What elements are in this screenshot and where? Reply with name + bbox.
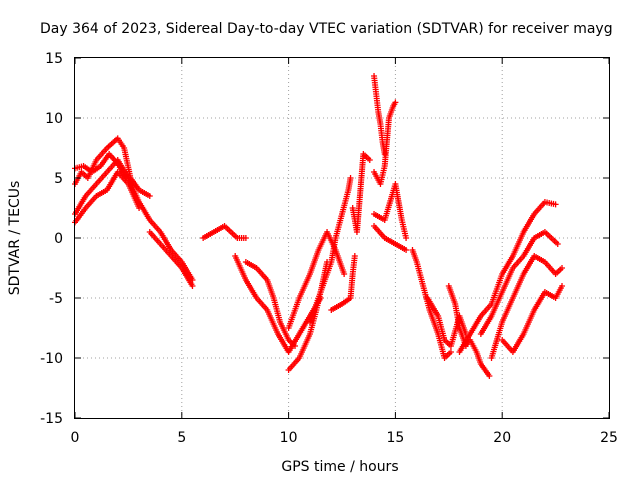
series-arc-3 — [72, 151, 130, 181]
data-point — [381, 151, 388, 157]
series-arc-23 — [488, 253, 566, 361]
y-tick-label: 0 — [54, 231, 63, 247]
data-point — [347, 175, 354, 181]
x-tick-label: 25 — [600, 430, 618, 446]
data-point — [242, 235, 249, 241]
series-arc-6 — [200, 223, 249, 241]
plot-frame — [74, 57, 610, 419]
series-arc-17 — [371, 223, 410, 253]
series-arc-7 — [232, 253, 324, 355]
x-axis-label: GPS time / hours — [281, 459, 398, 475]
series-arc-22 — [477, 229, 561, 337]
chart-title: Day 364 of 2023, Sidereal Day-to-day VTE… — [40, 21, 613, 37]
data-point — [392, 99, 399, 106]
series-arc-19 — [424, 295, 469, 349]
data-point — [447, 349, 454, 355]
y-tick-label: -15 — [40, 411, 63, 427]
y-tick-label: 5 — [54, 171, 63, 187]
data-point — [403, 247, 410, 253]
series-arc-2 — [72, 135, 153, 199]
series-arc-24 — [499, 283, 566, 355]
data-point — [559, 265, 566, 271]
y-tick-label: -10 — [40, 351, 63, 367]
series-arc-16 — [371, 181, 410, 241]
y-axis-label: SDTVAR / TECUs — [7, 181, 23, 296]
series-arc-5 — [146, 229, 196, 289]
data-point — [486, 373, 493, 379]
x-tick-label: 5 — [177, 430, 186, 446]
data-point — [146, 193, 153, 199]
y-tick-label: 10 — [45, 111, 63, 127]
x-tick-label: 0 — [71, 430, 80, 446]
series-arc-12 — [328, 253, 358, 313]
data-point — [559, 283, 566, 289]
grid — [75, 58, 609, 418]
data-point — [403, 235, 410, 241]
series-arc-11 — [306, 175, 354, 325]
x-tick-label: 10 — [280, 430, 298, 446]
data-point — [341, 271, 348, 277]
y-tick-label: -5 — [49, 291, 63, 307]
data-points — [72, 73, 566, 379]
data-point — [366, 157, 373, 163]
axis-ticks: 0 5 10 15 20 25 -15 -10 -5 0 5 10 15 — [40, 51, 618, 446]
series-arc-13 — [349, 151, 373, 235]
series-arc-4 — [72, 169, 143, 226]
data-point — [554, 241, 561, 247]
data-point — [189, 283, 196, 289]
data-point — [136, 205, 143, 211]
y-tick-label: 15 — [45, 51, 63, 67]
series-arc-21 — [456, 199, 559, 355]
data-point — [351, 253, 358, 259]
x-tick-label: 15 — [386, 430, 404, 446]
series-arc-10 — [285, 229, 348, 331]
series-arc-8 — [242, 259, 299, 349]
series-arc-15 — [371, 99, 399, 187]
x-tick-label: 20 — [493, 430, 511, 446]
data-point — [292, 343, 299, 349]
data-point — [552, 201, 559, 208]
